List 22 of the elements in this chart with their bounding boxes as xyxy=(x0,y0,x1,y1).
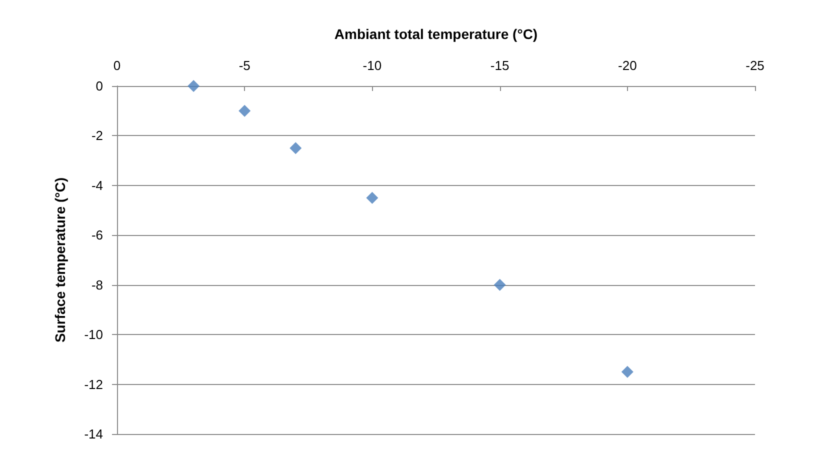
y-tick-label: 0 xyxy=(96,78,103,94)
x-axis-title: Ambiant total temperature (°C) xyxy=(334,26,538,42)
x-tick-label: -25 xyxy=(746,58,764,73)
x-tick-label: -20 xyxy=(618,58,637,73)
x-tick-label: -5 xyxy=(238,58,250,73)
y-tick-label: -6 xyxy=(91,228,103,243)
y-tick-label: -14 xyxy=(84,426,103,442)
y-tick-label: -4 xyxy=(91,178,103,193)
point xyxy=(290,142,302,154)
y-tick-label: -8 xyxy=(91,277,103,292)
point xyxy=(238,104,251,117)
y-tick-label: -2 xyxy=(91,128,103,144)
x-tick-label: -15 xyxy=(490,58,510,73)
y-tick-label: -10 xyxy=(84,327,103,342)
x-tick-label: -10 xyxy=(362,58,382,73)
point xyxy=(366,192,378,204)
point xyxy=(188,80,200,92)
point xyxy=(621,366,634,378)
y-tick-label: -12 xyxy=(84,376,103,392)
x-tick-label: 0 xyxy=(113,58,121,73)
y-axis-title: Surface temperature (°C) xyxy=(52,177,68,343)
point xyxy=(494,278,506,291)
